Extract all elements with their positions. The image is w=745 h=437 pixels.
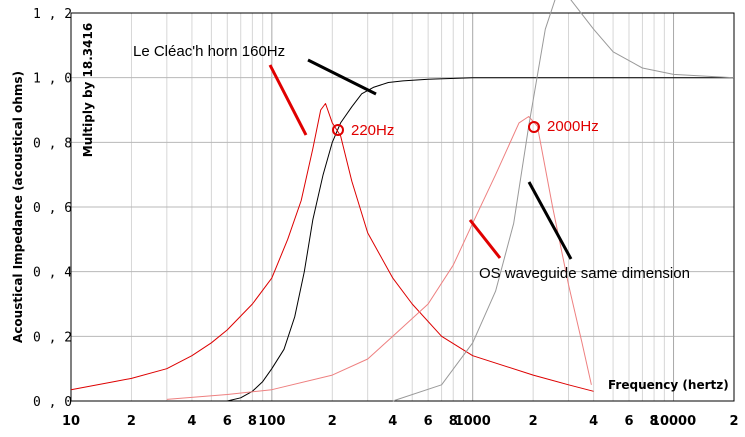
x-axis-title: Frequency (hertz) bbox=[608, 378, 729, 392]
series-line-4 bbox=[392, 0, 735, 402]
series-line-3 bbox=[166, 116, 592, 400]
x-tick-label: 8 bbox=[449, 414, 458, 429]
x-tick-label: 6 bbox=[223, 414, 232, 429]
x-tick-label: 1000 bbox=[455, 414, 491, 429]
annotation-220hz-pointer bbox=[268, 64, 308, 136]
annotation-os-waveguide: OS waveguide same dimension bbox=[468, 181, 690, 282]
plot-frame bbox=[70, 12, 735, 402]
marker-220hz bbox=[332, 124, 344, 136]
x-tick-label: 2 bbox=[328, 414, 337, 429]
x-tick-label: 8 bbox=[248, 414, 257, 429]
annotation-lecleach-label: Le Cléac'h horn 160Hz bbox=[133, 43, 285, 60]
x-tick-label: 100 bbox=[258, 414, 285, 429]
annotation-2000hz: 2000Hz bbox=[528, 118, 599, 135]
x-tick-label: 8 bbox=[650, 414, 659, 429]
y-tick-labels: 0 , 0 0 , 2 0 , 4 0 , 6 0 , 8 1 , 0 1 , 2 bbox=[33, 7, 72, 410]
y-axis-secondary-title: Multiply by 18.3416 bbox=[81, 23, 95, 157]
x-tick-label: 2 bbox=[127, 414, 136, 429]
annotation-os-label: OS waveguide same dimension bbox=[479, 265, 690, 282]
x-tick-label: 4 bbox=[589, 414, 598, 429]
y-axis-title: Acoustical Impedance (acoustical ohms) bbox=[11, 71, 25, 343]
y-tick-label: 0 , 2 bbox=[33, 330, 72, 345]
x-tick-label: 6 bbox=[424, 414, 433, 429]
annotation-os-pointer-black bbox=[527, 181, 573, 260]
annotation-220hz-label: 220Hz bbox=[351, 122, 394, 139]
y-tick-label: 0 , 0 bbox=[33, 395, 72, 410]
grid bbox=[71, 13, 734, 401]
x-tick-label: 10 bbox=[62, 414, 80, 429]
annotation-lecleach-pointer bbox=[307, 58, 377, 96]
annotation-220hz: 220Hz bbox=[268, 64, 394, 139]
annotation-os-pointer-red bbox=[468, 219, 502, 259]
y-tick-label: 0 , 8 bbox=[33, 136, 72, 151]
x-tick-label: 10000 bbox=[651, 414, 696, 429]
marker-2000hz bbox=[528, 121, 540, 133]
annotation-lecleach: Le Cléac'h horn 160Hz bbox=[133, 43, 377, 96]
y-tick-label: 0 , 6 bbox=[33, 201, 72, 216]
y-tick-label: 1 , 2 bbox=[33, 7, 72, 22]
series-line-1 bbox=[227, 77, 734, 402]
series-line-2 bbox=[70, 103, 594, 392]
series bbox=[70, 0, 735, 402]
x-tick-label: 2 bbox=[529, 414, 538, 429]
x-tick-label: 4 bbox=[388, 414, 397, 429]
y-tick-label: 0 , 4 bbox=[33, 266, 72, 281]
x-tick-label: 6 bbox=[624, 414, 633, 429]
x-tick-label: 4 bbox=[187, 414, 196, 429]
annotation-2000hz-label: 2000Hz bbox=[547, 118, 599, 135]
x-tick-label: 2 bbox=[729, 414, 738, 429]
y-tick-label: 1 , 0 bbox=[33, 72, 72, 87]
